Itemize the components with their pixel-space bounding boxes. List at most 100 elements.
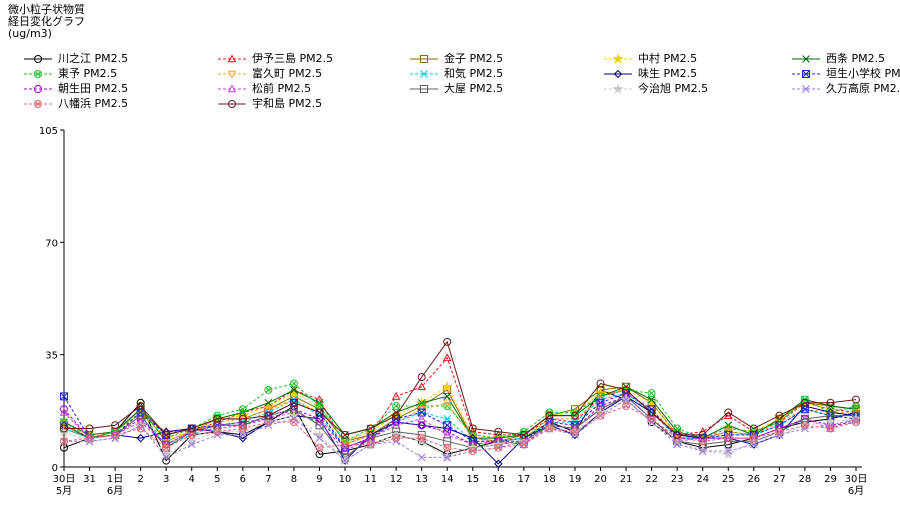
data-point xyxy=(162,453,171,462)
legend-label: 西条 PM2.5 xyxy=(826,52,886,65)
data-point xyxy=(289,398,298,407)
legend-swatch xyxy=(410,85,438,93)
data-point xyxy=(698,430,707,439)
data-point xyxy=(494,443,503,452)
series-line xyxy=(63,395,857,449)
legend-label: 川之江 PM2.5 xyxy=(58,52,129,65)
data-point xyxy=(443,437,452,446)
data-point xyxy=(111,421,120,430)
x-tick-label: 14 xyxy=(441,474,454,485)
data-point xyxy=(749,424,758,433)
series-line xyxy=(64,340,857,436)
data-point xyxy=(264,385,273,394)
x-tick-label: 11 xyxy=(364,474,377,485)
x-tick-label: 27 xyxy=(773,474,786,485)
chart-axes xyxy=(60,129,862,471)
data-point xyxy=(136,411,145,420)
data-point xyxy=(315,421,324,430)
legend-label: 大屋 PM2.5 xyxy=(444,82,504,95)
data-point xyxy=(570,427,579,436)
data-point xyxy=(673,440,682,449)
series-line xyxy=(63,395,857,452)
x-tick-label: 1日 xyxy=(107,474,123,485)
data-point xyxy=(288,409,300,421)
legend-label: 中村 PM2.5 xyxy=(638,52,698,65)
data-point xyxy=(852,402,861,411)
x-tick-label: 30日 xyxy=(845,474,868,485)
legend-swatch xyxy=(792,70,820,78)
data-point xyxy=(341,430,350,439)
data-point xyxy=(443,415,452,423)
data-point xyxy=(186,435,198,447)
y-tick-label: 70 xyxy=(45,238,58,249)
data-point xyxy=(443,453,452,462)
legend-marker xyxy=(802,55,810,63)
data-point xyxy=(315,409,324,417)
data-point xyxy=(443,421,452,430)
x-tick-label: 22 xyxy=(645,474,658,485)
data-point xyxy=(800,398,809,407)
legend-marker xyxy=(227,70,237,79)
data-point xyxy=(443,443,452,452)
x-month-label: 6月 xyxy=(107,485,123,497)
data-point xyxy=(596,379,605,388)
x-tick-label: 9 xyxy=(316,474,322,485)
legend-marker xyxy=(227,54,237,63)
x-tick-label: 31 xyxy=(83,474,96,485)
x-tick-label: 7 xyxy=(265,474,271,485)
data-point xyxy=(724,408,733,417)
data-point xyxy=(824,416,837,427)
legend-swatch xyxy=(218,84,246,93)
x-tick-label: 29 xyxy=(824,474,837,485)
data-point xyxy=(60,392,68,401)
series-line xyxy=(63,399,857,462)
data-point xyxy=(60,437,69,446)
y-tick-label: 0 xyxy=(52,463,58,474)
legend-label: 松前 PM2.5 xyxy=(252,82,312,95)
data-point xyxy=(391,391,401,400)
data-point xyxy=(417,434,426,443)
legend-swatch xyxy=(218,54,246,63)
data-point xyxy=(468,446,477,455)
x-tick-label: 20 xyxy=(594,474,607,485)
x-tick-label: 2 xyxy=(137,474,143,485)
data-point xyxy=(59,407,69,416)
data-point xyxy=(622,385,631,394)
data-point xyxy=(264,405,273,414)
series-16 xyxy=(60,402,861,455)
data-point xyxy=(622,402,631,411)
series-line xyxy=(63,383,857,442)
data-point xyxy=(800,421,809,430)
data-point xyxy=(724,447,733,455)
x-tick-label: 6 xyxy=(240,474,246,485)
data-point xyxy=(852,418,861,427)
data-point xyxy=(673,430,682,439)
data-point xyxy=(417,453,426,462)
data-point xyxy=(519,440,528,449)
y-tick-label: 35 xyxy=(45,351,58,362)
x-tick-label: 3 xyxy=(163,474,169,485)
data-point xyxy=(366,440,375,449)
x-tick-label: 24 xyxy=(696,474,709,485)
chart-title: 微小粒子状物質 経日変化グラフ (ug/m3) xyxy=(8,4,85,40)
x-tick-label: 18 xyxy=(543,474,556,485)
x-tick-label: 10 xyxy=(339,474,352,485)
legend-marker xyxy=(420,55,428,63)
data-point xyxy=(162,443,171,452)
data-point xyxy=(187,430,196,439)
x-tick-label: 15 xyxy=(466,474,479,485)
data-point xyxy=(775,411,784,420)
data-point xyxy=(341,440,350,449)
data-point xyxy=(238,414,247,423)
data-point xyxy=(392,402,401,411)
data-point xyxy=(645,396,658,408)
data-point xyxy=(443,337,452,346)
data-point xyxy=(60,443,68,452)
legend-label: 東予 PM2.5 xyxy=(58,67,118,80)
legend-marker xyxy=(34,70,43,78)
legend-label: 宇和島 PM2.5 xyxy=(252,97,323,110)
unit-label: (ug/m3) xyxy=(8,27,52,40)
data-point xyxy=(290,386,298,394)
data-point xyxy=(213,414,222,423)
